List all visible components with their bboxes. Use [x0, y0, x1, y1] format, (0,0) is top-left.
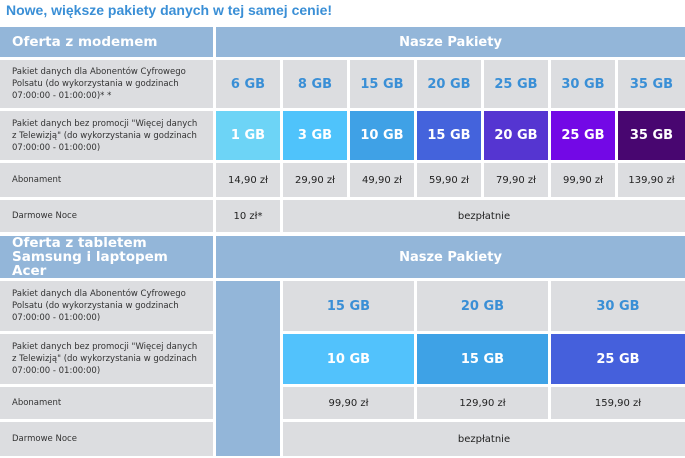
package-cell-colored: 1 GB	[216, 111, 280, 160]
package-cell: 20 GB	[417, 281, 548, 331]
package-cell-colored: 35 GB	[618, 111, 685, 160]
price-cell: 29,90 zł	[283, 163, 347, 197]
price-cell: 59,90 zł	[417, 163, 481, 197]
price-cell: 139,90 zł	[618, 163, 685, 197]
price-cell: 129,90 zł	[417, 387, 548, 419]
package-cell-colored: 10 GB	[283, 334, 414, 384]
free-nights-cell: 10 zł*	[216, 200, 280, 232]
row-label-price: Abonament	[0, 163, 213, 197]
free-nights-cell: bezpłatnie	[283, 200, 685, 232]
row-label-free-nights: Darmowe Noce	[0, 200, 213, 232]
row-label-with-tv: Pakiet danych dla Abonentów Cyfrowego Po…	[0, 60, 213, 108]
package-cell: 35 GB	[618, 60, 685, 108]
tablet-laptop-offer-table: Oferta z tabletem Samsung i laptopem Ace…	[0, 236, 685, 456]
package-cell: 6 GB	[216, 60, 280, 108]
row-label-without-promo: Pakiet danych bez promocji "Więcej danyc…	[0, 111, 213, 160]
page-title: Nowe, większe pakiety danych w tej samej…	[6, 2, 333, 18]
package-cell-colored: 3 GB	[283, 111, 347, 160]
package-cell: 20 GB	[417, 60, 481, 108]
package-cell-colored: 15 GB	[417, 111, 481, 160]
price-cell: 99,90 zł	[283, 387, 414, 419]
package-cell: 15 GB	[350, 60, 414, 108]
package-cell-colored: 25 GB	[551, 334, 685, 384]
package-cell-colored: 20 GB	[484, 111, 548, 160]
offer-header: Oferta z tabletem Samsung i laptopem Ace…	[0, 236, 213, 278]
package-cell: 15 GB	[283, 281, 414, 331]
offer-header: Oferta z modemem	[0, 27, 213, 57]
row-label-with-tv: Pakiet danych dla Abonentów Cyfrowego Po…	[0, 281, 213, 331]
package-cell-colored: 10 GB	[350, 111, 414, 160]
package-cell: 25 GB	[484, 60, 548, 108]
row-label-price: Abonament	[0, 387, 213, 419]
package-cell: 30 GB	[551, 60, 615, 108]
row-label-without-promo: Pakiet danych bez promocji "Więcej danyc…	[0, 334, 213, 384]
packages-header: Nasze Pakiety	[216, 236, 685, 278]
price-cell: 49,90 zł	[350, 163, 414, 197]
modem-offer-table: Oferta z modemem Nasze Pakiety Pakiet da…	[0, 27, 685, 232]
price-cell: 99,90 zł	[551, 163, 615, 197]
package-cell-colored: 25 GB	[551, 111, 615, 160]
package-cell: 8 GB	[283, 60, 347, 108]
package-cell-colored: 15 GB	[417, 334, 548, 384]
package-cell: 30 GB	[551, 281, 685, 331]
blank-column	[216, 281, 280, 456]
free-nights-cell: bezpłatnie	[283, 422, 685, 456]
price-cell: 159,90 zł	[551, 387, 685, 419]
packages-header: Nasze Pakiety	[216, 27, 685, 57]
row-label-free-nights: Darmowe Noce	[0, 422, 213, 456]
price-cell: 14,90 zł	[216, 163, 280, 197]
price-cell: 79,90 zł	[484, 163, 548, 197]
